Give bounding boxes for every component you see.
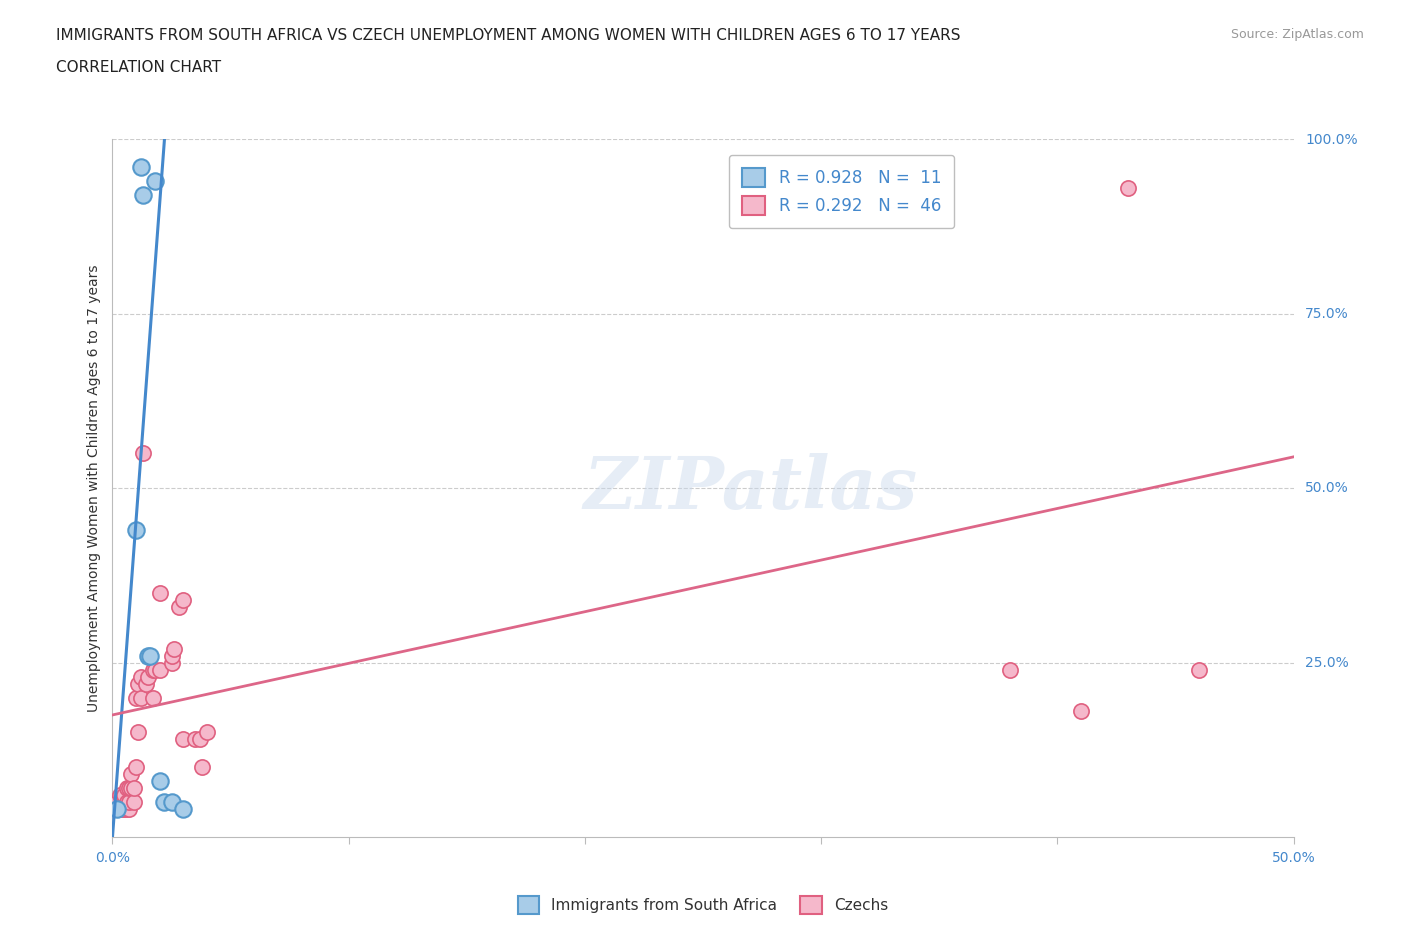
Point bbox=[1188, 662, 1211, 677]
Text: 50.0%: 50.0% bbox=[1305, 481, 1350, 496]
Point bbox=[195, 725, 218, 740]
Point bbox=[112, 794, 135, 809]
Point bbox=[998, 662, 1021, 677]
Point bbox=[115, 794, 138, 809]
Point bbox=[149, 662, 172, 677]
Text: ZIPatlas: ZIPatlas bbox=[583, 453, 917, 524]
Point bbox=[160, 794, 183, 809]
Point bbox=[111, 794, 134, 809]
Point bbox=[129, 690, 152, 705]
Point bbox=[149, 586, 172, 601]
Point bbox=[122, 794, 145, 809]
Point bbox=[149, 774, 172, 789]
Point bbox=[167, 600, 190, 615]
Point bbox=[105, 802, 128, 817]
Point bbox=[118, 802, 141, 817]
Text: 100.0%: 100.0% bbox=[1305, 132, 1358, 147]
Text: IMMIGRANTS FROM SOUTH AFRICA VS CZECH UNEMPLOYMENT AMONG WOMEN WITH CHILDREN AGE: IMMIGRANTS FROM SOUTH AFRICA VS CZECH UN… bbox=[56, 28, 960, 43]
Point bbox=[111, 802, 134, 817]
Point bbox=[125, 760, 148, 775]
Point bbox=[172, 592, 194, 607]
Text: 25.0%: 25.0% bbox=[1305, 656, 1350, 670]
Point bbox=[125, 690, 148, 705]
Point bbox=[112, 788, 135, 803]
Y-axis label: Unemployment Among Women with Children Ages 6 to 17 years: Unemployment Among Women with Children A… bbox=[87, 264, 101, 712]
Legend: Immigrants from South Africa, Czechs: Immigrants from South Africa, Czechs bbox=[512, 890, 894, 920]
Point bbox=[172, 802, 194, 817]
Point bbox=[142, 662, 165, 677]
Point bbox=[108, 788, 131, 803]
Text: CORRELATION CHART: CORRELATION CHART bbox=[56, 60, 221, 75]
Point bbox=[108, 802, 131, 817]
Point bbox=[127, 725, 149, 740]
Point bbox=[115, 802, 138, 817]
Point bbox=[120, 781, 142, 796]
Point bbox=[184, 732, 207, 747]
Point bbox=[120, 766, 142, 781]
Point bbox=[153, 794, 176, 809]
Point bbox=[142, 690, 165, 705]
Point bbox=[136, 648, 159, 663]
Point bbox=[129, 160, 152, 175]
Point bbox=[143, 662, 166, 677]
Point bbox=[132, 188, 155, 203]
Point bbox=[122, 781, 145, 796]
Point bbox=[172, 732, 194, 747]
Point bbox=[163, 642, 186, 657]
Point bbox=[125, 523, 148, 538]
Text: 75.0%: 75.0% bbox=[1305, 307, 1350, 321]
Point bbox=[112, 802, 135, 817]
Point bbox=[127, 676, 149, 691]
Point bbox=[136, 670, 159, 684]
Point bbox=[132, 445, 155, 460]
Text: Source: ZipAtlas.com: Source: ZipAtlas.com bbox=[1230, 28, 1364, 41]
Point bbox=[118, 794, 141, 809]
Point bbox=[105, 794, 128, 809]
Point bbox=[139, 648, 162, 663]
Point bbox=[160, 655, 183, 670]
Point bbox=[129, 670, 152, 684]
Point bbox=[118, 781, 141, 796]
Point bbox=[115, 781, 138, 796]
Point bbox=[1116, 180, 1139, 196]
Point bbox=[1070, 704, 1092, 719]
Point bbox=[135, 676, 157, 691]
Point bbox=[143, 174, 166, 189]
Point bbox=[188, 732, 211, 747]
Point bbox=[160, 648, 183, 663]
Point bbox=[191, 760, 214, 775]
